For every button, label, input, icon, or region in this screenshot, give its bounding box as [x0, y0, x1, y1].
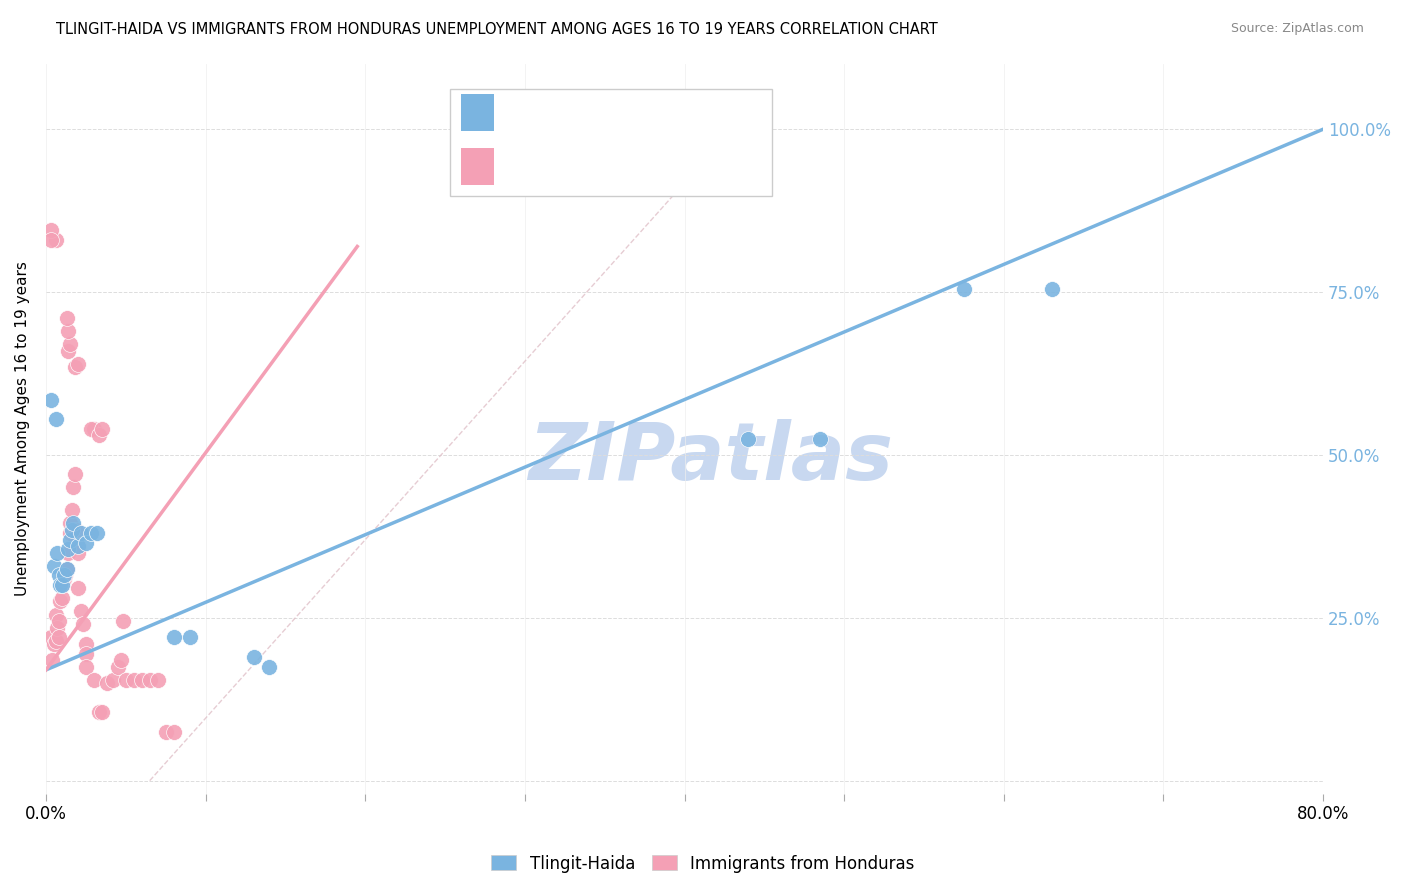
Point: [155, 724, 177, 739]
Point: [83, 422, 105, 436]
Point: [101, 673, 124, 687]
Point: [49, 594, 72, 608]
Point: [75, 637, 97, 651]
Point: [51, 578, 73, 592]
Point: [122, 673, 145, 687]
Point: [39, 233, 62, 247]
Point: [45, 412, 67, 426]
Point: [163, 724, 186, 739]
Point: [59, 533, 82, 547]
Point: [42, 637, 65, 651]
Point: [63, 359, 86, 374]
Point: [41, 653, 63, 667]
Text: ZIPatlas: ZIPatlas: [527, 419, 893, 497]
Point: [107, 659, 129, 673]
Point: [48, 568, 70, 582]
Point: [66, 582, 89, 596]
Point: [45, 233, 67, 247]
Point: [59, 337, 82, 351]
Point: [66, 539, 89, 553]
Point: [63, 467, 86, 482]
Point: [259, 659, 281, 673]
Point: [59, 516, 82, 531]
Point: [39, 630, 62, 644]
Text: Source: ZipAtlas.com: Source: ZipAtlas.com: [1230, 22, 1364, 36]
Y-axis label: Unemployment Among Ages 16 to 19 years: Unemployment Among Ages 16 to 19 years: [15, 261, 30, 597]
Point: [90, 705, 112, 719]
Point: [53, 568, 76, 582]
Point: [45, 633, 67, 648]
Point: [72, 617, 94, 632]
Point: [75, 659, 97, 673]
Point: [96, 676, 118, 690]
Point: [51, 578, 73, 592]
Point: [242, 649, 264, 664]
Point: [58, 324, 80, 338]
Point: [79, 422, 101, 436]
Point: [79, 526, 101, 541]
Point: [66, 357, 89, 371]
Point: [163, 630, 186, 644]
Point: [46, 546, 69, 560]
Legend: Tlingit-Haida, Immigrants from Honduras: Tlingit-Haida, Immigrants from Honduras: [485, 848, 921, 880]
Point: [131, 673, 153, 687]
Point: [87, 428, 110, 442]
Point: [90, 422, 112, 436]
Point: [58, 343, 80, 358]
Point: [66, 546, 89, 560]
Point: [49, 578, 72, 592]
Point: [46, 621, 69, 635]
Point: [59, 526, 82, 541]
Point: [60, 503, 83, 517]
Point: [110, 653, 132, 667]
Point: [48, 614, 70, 628]
Point: [55, 562, 77, 576]
Point: [65, 523, 87, 537]
Point: [146, 673, 169, 687]
Point: [52, 568, 75, 582]
Point: [114, 673, 136, 687]
Point: [111, 614, 134, 628]
Point: [52, 572, 75, 586]
Point: [58, 542, 80, 557]
Point: [139, 673, 162, 687]
Point: [60, 523, 83, 537]
Point: [48, 630, 70, 644]
Point: [39, 223, 62, 237]
Point: [39, 392, 62, 407]
Point: [62, 516, 84, 531]
Point: [62, 481, 84, 495]
Point: [55, 311, 77, 326]
Point: [87, 705, 110, 719]
Text: TLINGIT-HAIDA VS IMMIGRANTS FROM HONDURAS UNEMPLOYMENT AMONG AGES 16 TO 19 YEARS: TLINGIT-HAIDA VS IMMIGRANTS FROM HONDURA…: [56, 22, 938, 37]
Point: [737, 432, 759, 446]
Point: [808, 432, 831, 446]
Point: [75, 536, 97, 550]
Point: [86, 526, 108, 541]
Point: [75, 647, 97, 661]
Point: [55, 562, 77, 576]
Point: [45, 607, 67, 622]
Point: [83, 673, 105, 687]
Point: [953, 282, 976, 296]
Point: [58, 546, 80, 560]
Point: [179, 630, 201, 644]
Point: [1040, 282, 1063, 296]
Point: [70, 604, 93, 618]
Point: [51, 591, 73, 606]
Point: [42, 558, 65, 573]
Point: [70, 526, 93, 541]
